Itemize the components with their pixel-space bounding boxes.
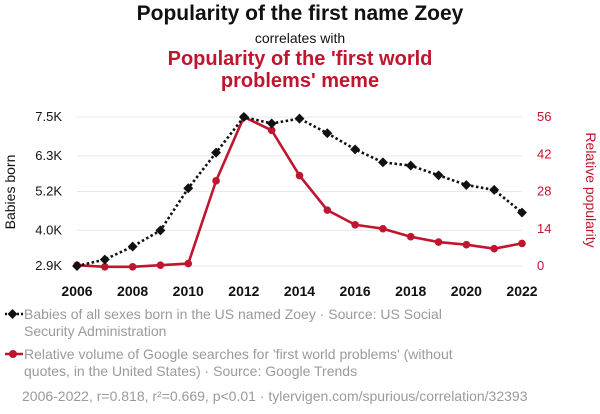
data-point-zoey <box>322 128 333 139</box>
data-point-zoey <box>461 180 472 190</box>
left-axis-ticks: 2.9K 4.0K 5.2K 6.3K 7.5K <box>35 109 62 273</box>
data-point-zoey <box>155 225 166 236</box>
data-point-zoey <box>405 160 416 171</box>
data-point-zoey <box>72 261 82 271</box>
data-point-meme <box>295 171 304 180</box>
legend-swatch-solid <box>5 350 23 358</box>
data-point-meme <box>462 240 471 249</box>
data-point-meme <box>518 239 526 248</box>
x-tick-label: 2016 <box>340 283 371 299</box>
y-right-tick-label: 56 <box>537 109 551 124</box>
data-point-zoey <box>294 113 305 124</box>
y-left-tick-label: 5.2K <box>35 184 62 199</box>
x-tick-label: 2014 <box>284 283 315 299</box>
legend-swatch-dotted <box>5 309 23 319</box>
chart-title: Popularity of the first name Zoey <box>136 2 464 25</box>
x-tick-label: 2008 <box>117 283 148 299</box>
data-point-zoey <box>127 241 138 252</box>
data-point-meme <box>184 259 193 268</box>
data-point-zoey <box>99 254 110 265</box>
footer-stats: 2006-2022, r=0.818, r²=0.669, p<0.01 · t… <box>22 388 528 404</box>
data-point-zoey <box>433 170 444 181</box>
x-tick-label: 2006 <box>61 283 92 299</box>
data-point-meme <box>128 262 137 271</box>
x-tick-label: 2012 <box>228 283 259 299</box>
data-point-meme <box>434 238 443 246</box>
series-layer <box>72 112 527 271</box>
data-point-zoey <box>489 184 500 195</box>
y-axis-label-right: Relative popularity <box>583 132 599 247</box>
chart-subtitle: Popularity of the 'first world problems'… <box>167 48 433 92</box>
y-axis-label-left: Babies born <box>2 155 18 230</box>
legend-label-zoey: Babies of all sexes born in the US named… <box>24 306 442 339</box>
data-point-zoey <box>517 207 527 218</box>
y-right-tick-label: 0 <box>537 258 544 273</box>
y-right-tick-label: 42 <box>537 146 551 161</box>
data-point-meme <box>351 220 359 229</box>
y-right-tick-label: 28 <box>537 184 551 199</box>
data-point-meme <box>323 206 332 214</box>
x-tick-label: 2020 <box>451 283 482 299</box>
x-tick-label: 2010 <box>173 283 204 299</box>
data-point-meme <box>212 177 220 185</box>
data-point-meme <box>490 244 498 253</box>
correlates-text: correlates with <box>254 30 346 46</box>
y-left-tick-label: 2.9K <box>35 258 62 273</box>
x-tick-label: 2022 <box>506 283 537 299</box>
y-left-tick-label: 4.0K <box>35 222 62 237</box>
x-tick-label: 2018 <box>395 283 426 299</box>
y-left-tick-label: 7.5K <box>35 109 62 124</box>
x-axis-ticks: 2006 2008 2010 2012 2014 2016 2018 2020 2022 <box>61 283 537 299</box>
legend-label-meme: Relative volume of Google searches for '… <box>24 346 453 379</box>
data-point-zoey <box>211 147 222 158</box>
data-point-meme <box>101 262 109 271</box>
data-point-meme <box>267 126 276 135</box>
series-line-zoey <box>76 115 523 268</box>
data-point-meme <box>406 232 415 241</box>
data-point-zoey <box>266 118 277 129</box>
y-right-tick-label: 14 <box>537 221 551 236</box>
data-point-meme <box>379 224 387 233</box>
data-point-meme <box>156 261 165 270</box>
data-point-zoey <box>238 112 249 122</box>
y-left-tick-label: 6.3K <box>35 148 62 163</box>
data-point-zoey <box>183 183 194 194</box>
data-point-zoey <box>377 157 388 168</box>
data-point-zoey <box>350 144 361 155</box>
right-axis-ticks: 0 14 28 42 56 <box>537 109 551 273</box>
